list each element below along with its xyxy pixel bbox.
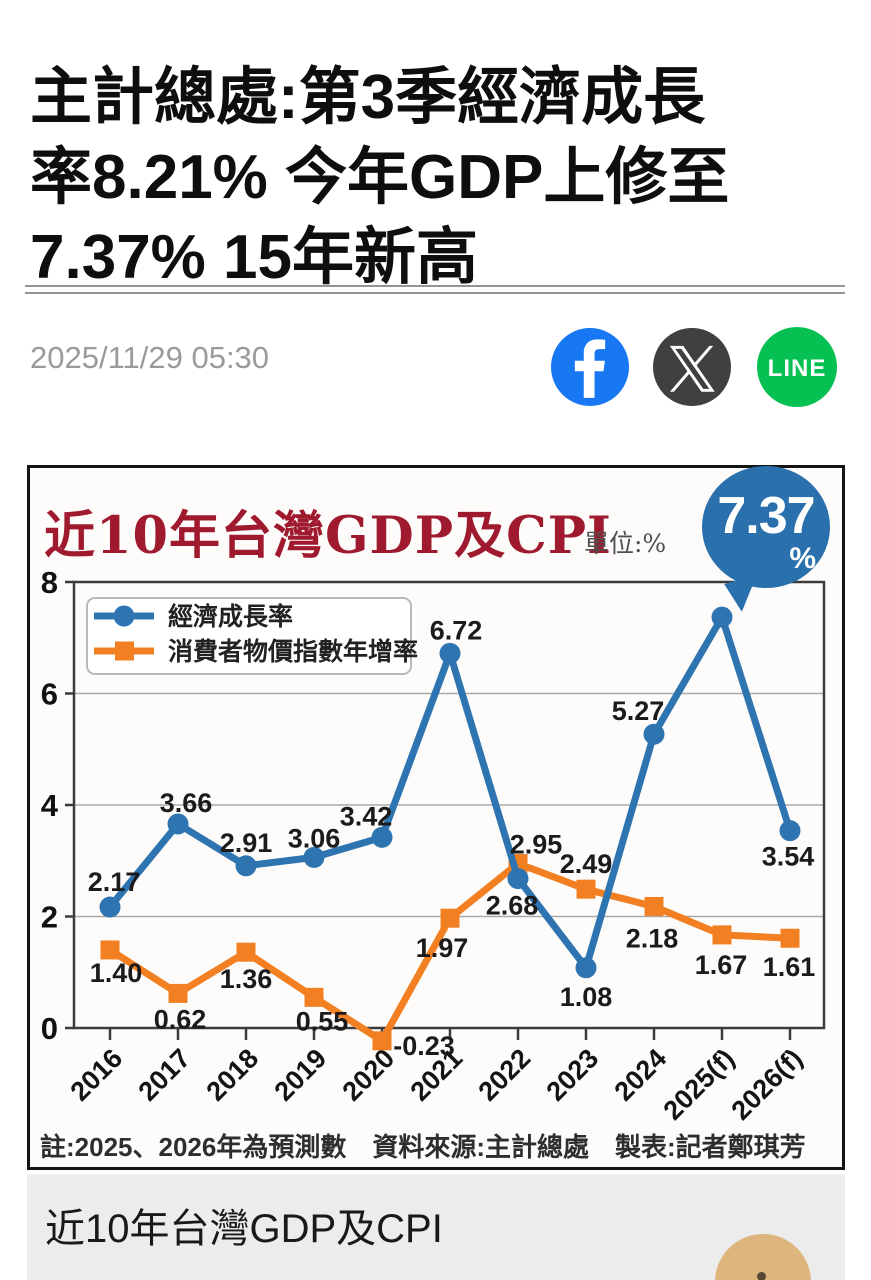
svg-text:2023: 2023 [541, 1043, 605, 1107]
image-caption: 近10年台灣GDP及CPI [45, 1207, 443, 1251]
svg-text:2026(f): 2026(f) [725, 1043, 808, 1126]
svg-text:2022: 2022 [473, 1043, 537, 1107]
svg-text:-0.23: -0.23 [393, 1031, 455, 1061]
svg-text:2.91: 2.91 [220, 828, 273, 858]
headline-line-1: 主計總處:第3季經濟成長 [30, 62, 706, 132]
svg-text:2019: 2019 [269, 1043, 333, 1107]
gdp-cpi-infographic: 近10年台灣GDP及CPI 單位:% 0 2 4 6 8 2016 2017 2018 2019… [27, 465, 845, 1170]
svg-text:經濟成長率: 經濟成長率 [168, 602, 293, 631]
svg-text:3.06: 3.06 [288, 823, 341, 853]
svg-text:2016: 2016 [65, 1043, 129, 1107]
svg-text:3.66: 3.66 [160, 788, 213, 818]
x-share-button[interactable] [653, 328, 731, 406]
mascot-eye-dot [757, 1272, 766, 1280]
svg-text:1.40: 1.40 [90, 958, 143, 988]
callout-value: 7.37 [717, 487, 815, 545]
svg-text:2.17: 2.17 [88, 867, 141, 897]
chart-footnote: 註:2025、2026年為預測數 資料來源:主計總處 製表:記者鄭琪芳 [40, 1132, 806, 1162]
facebook-f-glyph [574, 339, 606, 398]
svg-text:1.61: 1.61 [763, 952, 816, 982]
svg-text:2: 2 [41, 900, 58, 935]
svg-text:3.54: 3.54 [762, 842, 815, 872]
svg-text:8: 8 [41, 565, 58, 600]
svg-text:2.95: 2.95 [510, 830, 563, 860]
svg-text:5.27: 5.27 [612, 696, 665, 726]
svg-text:0: 0 [41, 1011, 58, 1046]
facebook-share-button[interactable] [551, 328, 629, 406]
svg-text:2024: 2024 [609, 1043, 673, 1107]
svg-text:1.36: 1.36 [220, 964, 273, 994]
svg-text:2.18: 2.18 [626, 923, 679, 953]
svg-text:2020: 2020 [337, 1043, 401, 1107]
headline-divider [25, 285, 845, 294]
image-caption-bar: 近10年台灣GDP及CPI [27, 1174, 845, 1280]
callout-percent-sign: % [789, 542, 816, 575]
chart-title: 近10年台灣GDP及CPI [44, 506, 612, 566]
headline-line-2: 率8.21% 今年GDP上修至 [30, 142, 730, 212]
svg-text:0.55: 0.55 [296, 1006, 349, 1036]
svg-text:2.68: 2.68 [486, 891, 539, 921]
svg-text:1.67: 1.67 [695, 950, 748, 980]
svg-text:2.49: 2.49 [560, 849, 613, 879]
svg-text:6.72: 6.72 [430, 615, 483, 645]
headline-line-3: 7.37% 15年新高 [30, 222, 478, 292]
svg-text:2018: 2018 [201, 1043, 265, 1107]
publish-date: 2025/11/29 05:30 [30, 340, 270, 375]
chart-unit-label: 單位:% [584, 529, 667, 558]
svg-text:0.62: 0.62 [154, 1004, 207, 1034]
svg-text:4: 4 [41, 788, 59, 823]
svg-text:6: 6 [41, 677, 58, 712]
callout-bubble-7-37: 7.37 % [702, 466, 830, 588]
svg-text:3.42: 3.42 [340, 801, 393, 831]
svg-text:消費者物價指數年增率: 消費者物價指數年增率 [168, 637, 418, 666]
svg-text:2025(f): 2025(f) [657, 1043, 740, 1126]
svg-text:2017: 2017 [133, 1043, 197, 1107]
x-icon [653, 328, 731, 406]
article-headline: 主計總處:第3季經濟成長 率8.21% 今年GDP上修至 7.37% 15年新高 [30, 58, 845, 298]
line-wordmark: LINE [768, 355, 827, 382]
x-logo-glyph [669, 345, 715, 392]
line-share-button[interactable]: LINE [757, 327, 837, 407]
line-icon [757, 327, 837, 407]
svg-text:1.97: 1.97 [416, 933, 469, 963]
svg-text:1.08: 1.08 [560, 982, 613, 1012]
